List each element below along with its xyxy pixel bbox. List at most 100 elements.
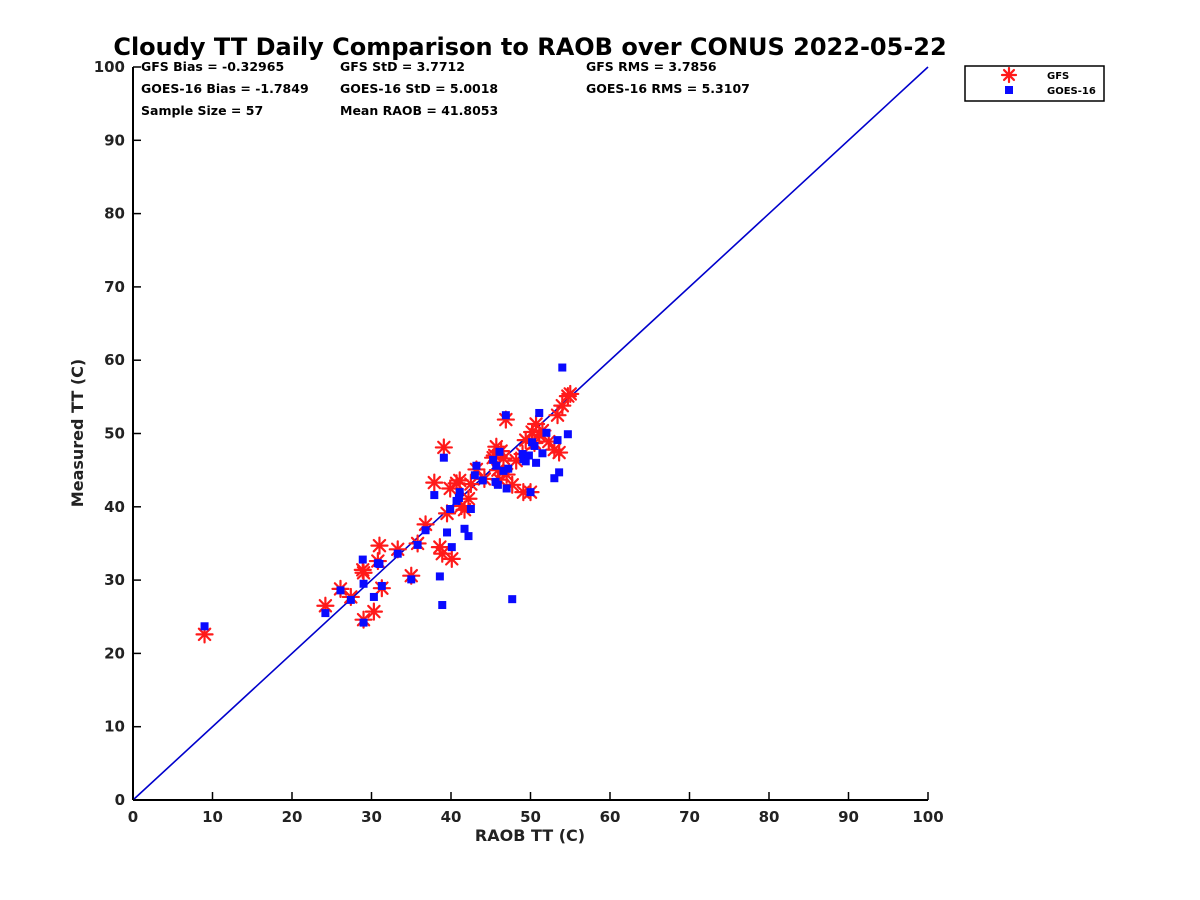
y-tick-label: 100 bbox=[94, 58, 125, 76]
stat-gfs-std: GFS StD = 3.7712 bbox=[340, 59, 465, 74]
x-tick-label: 10 bbox=[202, 808, 223, 826]
x-tick-label: 30 bbox=[361, 808, 382, 826]
x-tick-label: 60 bbox=[600, 808, 621, 826]
gfs-point bbox=[425, 473, 444, 492]
x-tick-label: 0 bbox=[128, 808, 138, 826]
x-tick-label: 40 bbox=[441, 808, 462, 826]
goes-16-point bbox=[359, 618, 368, 627]
y-tick-label: 60 bbox=[104, 351, 125, 369]
goes-16-point bbox=[359, 579, 368, 588]
stat-gfs-rms: GFS RMS = 3.7856 bbox=[586, 59, 717, 74]
goes-16-point bbox=[369, 592, 378, 601]
y-tick-label: 50 bbox=[104, 425, 125, 443]
goes-16-point bbox=[508, 595, 517, 604]
legend-gfs-marker bbox=[1000, 66, 1018, 84]
x-tick-label: 50 bbox=[520, 808, 541, 826]
gfs-point bbox=[434, 438, 453, 457]
goes-16-point bbox=[489, 455, 498, 464]
y-tick-label: 10 bbox=[104, 718, 125, 736]
goes-16-point bbox=[542, 428, 551, 437]
goes-16-point bbox=[438, 601, 447, 610]
series-layer bbox=[195, 363, 580, 644]
legend-goes-square bbox=[1005, 86, 1013, 94]
stat-goes-std: GOES-16 StD = 5.0018 bbox=[340, 81, 498, 96]
goes-16-point bbox=[460, 524, 469, 533]
goes-16-point bbox=[321, 609, 330, 618]
chart-title: Cloudy TT Daily Comparison to RAOB over … bbox=[113, 33, 946, 61]
y-tick-label: 80 bbox=[104, 205, 125, 223]
legend-goes-marker bbox=[1005, 86, 1013, 94]
gfs-point bbox=[433, 544, 452, 563]
goes-16-point bbox=[346, 595, 355, 604]
goes-16-point bbox=[466, 504, 475, 513]
gfs-point bbox=[550, 443, 569, 462]
goes-16-point bbox=[501, 411, 510, 420]
gfs-point bbox=[364, 602, 383, 621]
goes-16-point bbox=[454, 494, 463, 503]
series-goes-16 bbox=[200, 363, 572, 631]
y-tick-label: 0 bbox=[115, 791, 125, 809]
x-tick-label: 20 bbox=[282, 808, 303, 826]
stat-sample-size: Sample Size = 57 bbox=[141, 103, 263, 118]
gfs-point bbox=[561, 384, 580, 404]
legend: GFS GOES-16 bbox=[964, 65, 1105, 102]
goes-16-point bbox=[555, 468, 564, 477]
ticks-layer: 0 10 20 30 40 50 60 70 80 90 100 0 10 20 30 40 50 60 70 80 9… bbox=[94, 58, 944, 826]
goes-16-point bbox=[407, 575, 416, 584]
goes-16-point bbox=[421, 526, 430, 535]
stats-block: GFS Bias = -0.32965 GFS StD = 3.7712 GFS… bbox=[141, 59, 750, 118]
stat-goes-bias: GOES-16 Bias = -1.7849 bbox=[141, 81, 309, 96]
legend-box bbox=[964, 65, 1105, 102]
goes-16-point bbox=[464, 532, 473, 541]
goes-16-point bbox=[447, 543, 456, 552]
legend-gfs-label: GFS bbox=[1047, 71, 1069, 82]
x-tick-label: 80 bbox=[759, 808, 780, 826]
goes-16-point bbox=[200, 622, 209, 631]
goes-16-point bbox=[524, 451, 533, 460]
stat-mean-raob: Mean RAOB = 41.8053 bbox=[340, 103, 498, 118]
goes-16-point bbox=[530, 441, 539, 450]
goes-16-point bbox=[535, 408, 544, 417]
goes-16-point bbox=[478, 476, 487, 485]
y-tick-label: 70 bbox=[104, 278, 125, 296]
goes-16-point bbox=[518, 450, 527, 459]
y-tick-label: 40 bbox=[104, 498, 125, 516]
goes-16-point bbox=[558, 363, 567, 372]
goes-16-point bbox=[563, 430, 572, 439]
gfs-point bbox=[442, 549, 461, 568]
goes-16-point bbox=[358, 555, 367, 564]
x-axis-label: RAOB TT (C) bbox=[475, 826, 585, 845]
goes-16-point bbox=[532, 458, 541, 467]
goes-16-point bbox=[446, 504, 455, 513]
y-tick-label: 90 bbox=[104, 131, 125, 149]
goes-16-point bbox=[375, 559, 384, 568]
stat-goes-rms: GOES-16 RMS = 5.3107 bbox=[586, 81, 750, 96]
goes-16-point bbox=[413, 540, 422, 549]
legend-goes-label: GOES-16 bbox=[1047, 86, 1096, 97]
goes-16-point bbox=[492, 461, 501, 470]
goes-16-point bbox=[435, 572, 444, 581]
goes-16-point bbox=[377, 581, 386, 590]
goes-16-point bbox=[491, 477, 500, 486]
gfs-point bbox=[354, 563, 373, 582]
x-tick-label: 100 bbox=[912, 808, 943, 826]
goes-16-point bbox=[504, 464, 513, 473]
x-tick-label: 70 bbox=[679, 808, 700, 826]
goes-16-point bbox=[443, 528, 452, 537]
goes-16-point bbox=[336, 586, 345, 595]
goes-16-point bbox=[455, 488, 464, 497]
goes-16-point bbox=[439, 453, 448, 462]
goes-16-point bbox=[470, 471, 479, 480]
y-tick-label: 20 bbox=[104, 644, 125, 662]
goes-16-point bbox=[502, 484, 511, 493]
gfs-point bbox=[450, 471, 469, 490]
goes-16-point bbox=[499, 466, 508, 475]
goes-16-point bbox=[538, 449, 547, 458]
goes-16-point bbox=[430, 491, 439, 500]
stat-gfs-bias: GFS Bias = -0.32965 bbox=[141, 59, 284, 74]
goes-16-point bbox=[472, 461, 481, 470]
x-tick-label: 90 bbox=[838, 808, 859, 826]
legend-gfs-asterisk bbox=[1000, 66, 1018, 84]
goes-16-point bbox=[526, 488, 535, 497]
